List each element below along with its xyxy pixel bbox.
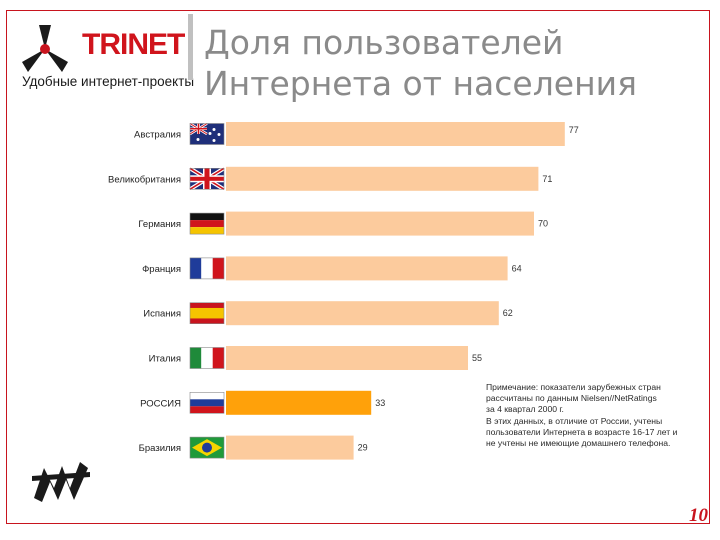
header-divider — [188, 14, 193, 80]
note-line: В этих данных, в отличие от России, учте… — [486, 415, 663, 426]
spain-flag-icon — [189, 302, 225, 325]
bar — [226, 122, 565, 146]
bar — [226, 390, 372, 415]
category-label: Великобритания — [108, 174, 181, 185]
category-label: Франция — [142, 264, 181, 275]
category-label: Бразилия — [139, 443, 181, 454]
page-title: Доля пользователей Интернета от населени… — [204, 22, 637, 104]
data-label: 55 — [472, 353, 482, 363]
chart-note: Примечание: показатели зарубежных стран … — [486, 382, 698, 449]
page-number: 10 — [689, 505, 708, 526]
data-label: 70 — [538, 219, 548, 229]
data-label: 33 — [375, 398, 385, 408]
data-label: 62 — [503, 308, 513, 318]
category-label: РОССИЯ — [140, 398, 181, 409]
title-line-1: Доля пользователей — [204, 23, 564, 62]
category-label: Германия — [138, 219, 181, 230]
data-label: 29 — [358, 443, 368, 453]
propeller-logo-icon — [22, 25, 68, 72]
data-label: 71 — [542, 174, 552, 184]
note-line: рассчитаны по данным Nielsen//NetRatings — [486, 393, 657, 404]
russia-flag-icon — [189, 391, 225, 414]
uk-flag-icon — [188, 166, 226, 192]
slide-frame — [6, 10, 710, 524]
bar — [226, 301, 499, 326]
category-label: Испания — [143, 309, 181, 320]
australia-flag-icon — [189, 122, 225, 145]
brand-name: TRINET — [82, 28, 185, 61]
corner-logo-icon — [32, 462, 90, 502]
data-label: 77 — [569, 125, 579, 135]
bar — [226, 435, 354, 460]
bar — [226, 166, 539, 191]
france-flag-icon — [189, 257, 225, 280]
category-label: Австралия — [134, 130, 181, 141]
category-label: Италия — [149, 354, 181, 365]
bar — [226, 211, 534, 236]
note-line: пользователи Интернета в возрасте 16-17 … — [486, 426, 678, 437]
note-line: не учтены не имеющие домашнего телефона. — [486, 438, 671, 449]
note-line: за 4 квартал 2000 г. — [486, 404, 564, 415]
brazil-flag-icon — [189, 436, 225, 459]
note-line: Примечание: показатели зарубежных стран — [486, 382, 661, 392]
trinet-logo: TRINET Удобные интернет-проекты — [10, 20, 194, 90]
bar — [226, 346, 468, 370]
bar — [226, 256, 508, 281]
italy-flag-icon — [189, 347, 225, 369]
brand-tagline: Удобные интернет-проекты — [22, 74, 195, 89]
germany-flag-icon — [189, 212, 225, 235]
data-label: 64 — [512, 263, 522, 273]
title-line-2: Интернета от населения — [204, 64, 637, 103]
